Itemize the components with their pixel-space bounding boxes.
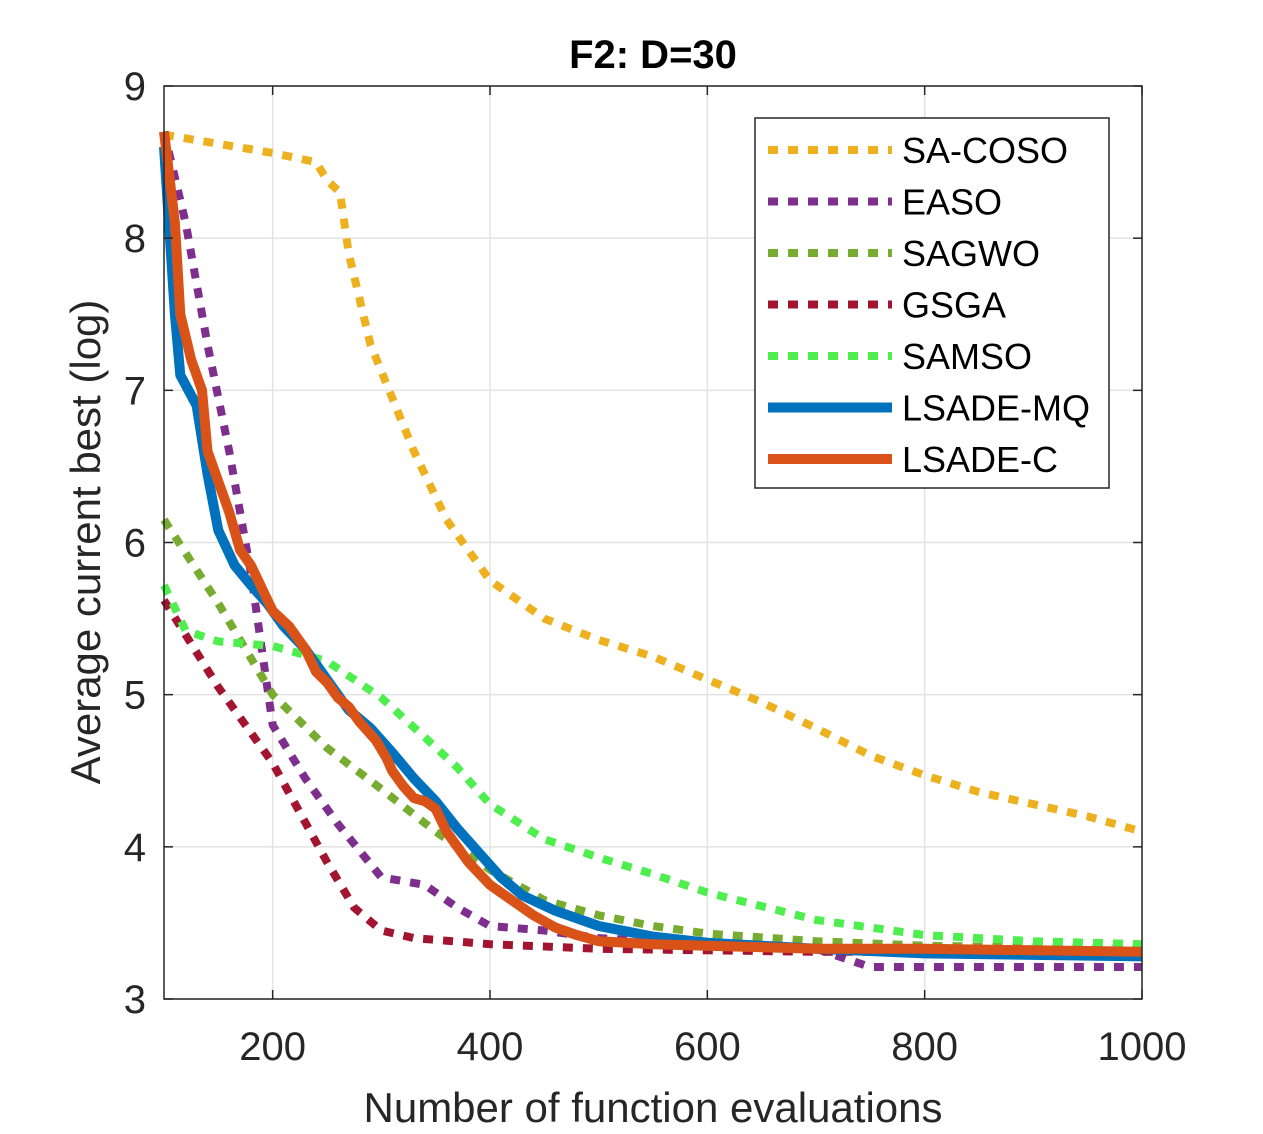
y-axis-label: Average current best (log) <box>62 300 109 785</box>
legend-label-sagwo: SAGWO <box>902 233 1040 274</box>
x-tick-label: 1000 <box>1098 1025 1187 1069</box>
series-line-lsade-c <box>159 131 1143 957</box>
y-tick-label: 8 <box>124 217 146 261</box>
y-tick-label: 7 <box>124 369 146 413</box>
series-line-sagwo <box>160 517 1143 953</box>
legend-label-easo: EASO <box>902 182 1002 223</box>
series-line-samso <box>160 583 1143 949</box>
tick-marks <box>164 85 1143 1000</box>
x-axis-label: Number of function evaluations <box>364 1084 943 1131</box>
y-tick-label: 3 <box>124 978 146 1022</box>
y-tick-label: 9 <box>124 65 146 109</box>
legend-items: SA-COSO EASO SAGWO GSGA SAMSO LSADE-MQ LSADE-C <box>768 130 1090 480</box>
x-tick-label: 600 <box>674 1025 741 1069</box>
legend-label-lsade-c: LSADE-C <box>902 439 1058 480</box>
x-tick-label: 800 <box>891 1025 958 1069</box>
chart-title: F2: D=30 <box>569 33 737 77</box>
y-tick-label: 6 <box>124 522 146 566</box>
series-line-lsade-mq <box>159 146 1143 962</box>
y-tick-label: 4 <box>124 826 146 870</box>
legend-label-sa-coso: SA-COSO <box>902 130 1068 171</box>
series-line-easo <box>160 130 1142 971</box>
x-tick-label: 200 <box>239 1025 306 1069</box>
legend: SA-COSO EASO SAGWO GSGA SAMSO LSADE-MQ LSADE-C <box>754 117 1110 489</box>
legend-label-gsga: GSGA <box>902 285 1006 326</box>
y-tick-label: 5 <box>124 674 146 718</box>
x-tick-label: 400 <box>457 1025 524 1069</box>
series-line-sa-coso <box>163 130 1144 836</box>
legend-label-samso: SAMSO <box>902 336 1032 377</box>
legend-label-lsade-mq: LSADE-MQ <box>902 388 1090 429</box>
series-layer <box>159 130 1144 971</box>
tick-labels: 200 400 600 800 1000 3 4 5 6 7 8 9 <box>124 65 1187 1069</box>
